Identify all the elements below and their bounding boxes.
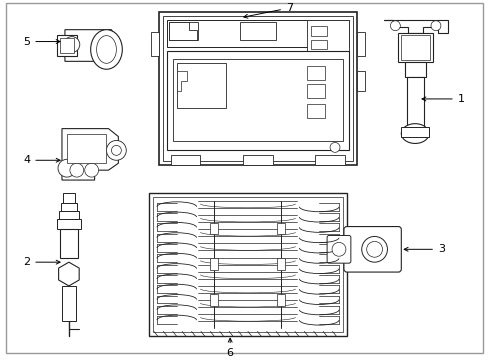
- Bar: [159, 12, 356, 165]
- Text: 4: 4: [23, 155, 60, 165]
- Bar: [57, 35, 77, 57]
- Bar: [62, 286, 76, 320]
- Bar: [401, 35, 429, 60]
- Bar: [176, 63, 226, 108]
- Bar: [153, 197, 342, 332]
- Ellipse shape: [401, 124, 428, 143]
- Ellipse shape: [106, 140, 126, 160]
- Polygon shape: [383, 20, 447, 33]
- Ellipse shape: [430, 21, 440, 31]
- Text: 1: 1: [421, 94, 464, 104]
- Bar: [210, 258, 218, 270]
- FancyBboxPatch shape: [326, 235, 350, 263]
- Ellipse shape: [84, 163, 99, 177]
- Ellipse shape: [389, 21, 400, 31]
- Bar: [306, 66, 325, 80]
- Text: 3: 3: [404, 244, 444, 254]
- Bar: [60, 37, 74, 53]
- Ellipse shape: [111, 145, 121, 155]
- Polygon shape: [168, 22, 196, 40]
- Bar: [166, 51, 348, 150]
- Bar: [356, 32, 364, 57]
- Ellipse shape: [58, 159, 76, 177]
- Bar: [306, 20, 348, 69]
- Bar: [306, 84, 325, 98]
- Bar: [60, 229, 78, 258]
- Ellipse shape: [329, 143, 339, 152]
- Bar: [306, 104, 325, 118]
- FancyBboxPatch shape: [343, 226, 401, 272]
- Bar: [210, 222, 218, 234]
- Bar: [166, 20, 348, 48]
- Bar: [163, 16, 352, 161]
- Bar: [276, 258, 284, 270]
- Ellipse shape: [97, 36, 116, 63]
- Bar: [151, 32, 159, 57]
- Bar: [401, 127, 428, 136]
- Polygon shape: [65, 30, 114, 61]
- Bar: [243, 155, 272, 165]
- Bar: [311, 40, 326, 49]
- Bar: [59, 211, 79, 219]
- Polygon shape: [176, 71, 186, 91]
- Bar: [210, 294, 218, 306]
- Bar: [315, 155, 344, 165]
- Bar: [57, 219, 81, 229]
- Bar: [405, 62, 425, 77]
- Polygon shape: [62, 129, 118, 180]
- Bar: [172, 59, 342, 141]
- Bar: [149, 193, 346, 336]
- Bar: [311, 26, 326, 36]
- Ellipse shape: [70, 163, 83, 177]
- Bar: [407, 77, 423, 132]
- Bar: [276, 222, 284, 234]
- Ellipse shape: [366, 242, 382, 257]
- Text: 2: 2: [23, 257, 60, 267]
- Bar: [61, 203, 77, 211]
- Bar: [63, 193, 75, 203]
- Ellipse shape: [90, 30, 122, 69]
- Bar: [67, 134, 106, 163]
- Bar: [170, 155, 200, 165]
- Ellipse shape: [361, 237, 386, 262]
- Text: 6: 6: [226, 338, 233, 358]
- Bar: [168, 22, 198, 40]
- Polygon shape: [59, 262, 79, 286]
- Text: 7: 7: [244, 3, 292, 18]
- Text: 5: 5: [23, 37, 60, 46]
- Bar: [398, 33, 432, 62]
- Bar: [356, 71, 364, 91]
- Bar: [276, 294, 284, 306]
- Ellipse shape: [64, 37, 80, 53]
- Ellipse shape: [331, 242, 345, 256]
- Bar: [240, 22, 275, 40]
